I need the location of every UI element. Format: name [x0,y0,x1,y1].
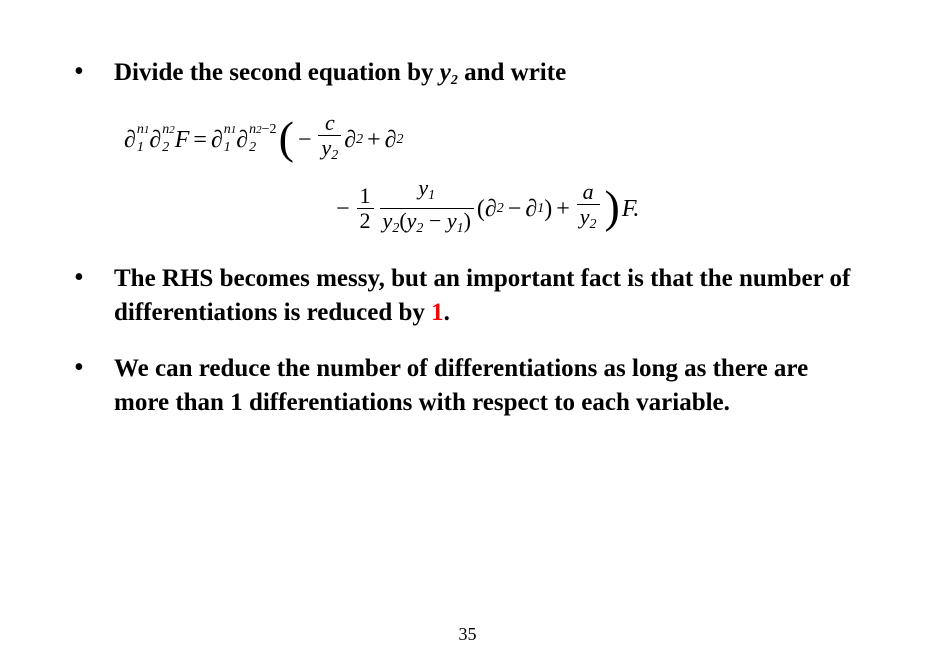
rp-1: ) [544,197,552,221]
frac-half: 1 2 [357,185,374,232]
partial-7: ∂ [485,197,497,221]
eq-row-2: − 1 2 y1 y2(y2 − y1) ( ∂2 [332,177,865,240]
den-y1: y [447,208,457,233]
n1-sup-sub: 1 [144,124,150,136]
ss-1: n1 1 [137,128,150,152]
b1-var-sub: 2 [451,73,458,88]
frac-a-y2: a y2 [577,181,600,236]
num-y1-sub: 1 [428,188,435,203]
minus-2: − [332,197,354,221]
half-num: 1 [357,185,374,207]
partial-8-sub: 1 [537,202,544,216]
ss-4: n2−2 2 [249,128,276,152]
den-rp: ) [464,208,471,233]
num-y1: y [418,175,428,200]
den-y2b: y [407,208,417,233]
partial-7-sub: 2 [497,202,504,216]
b1-lead: Divide the second equation by [114,59,440,86]
ss-2: n2 2 [162,128,175,152]
den-minus: − [423,208,446,233]
partial-2: ∂ [149,128,161,152]
minus-3: − [504,197,526,221]
bullet-2-text: The RHS becomes messy, but an important … [114,262,865,330]
b1-tail: and write [458,59,566,86]
n2-sup-sub: 2 [169,124,175,136]
b2-pre: The RHS becomes messy, but an important … [114,265,850,326]
bullet-2: The RHS becomes messy, but an important … [70,262,865,330]
bullet-3-text: We can reduce the number of differentiat… [114,352,865,420]
big-rparen: ) [603,184,622,230]
b2-highlight: 1 [431,299,444,326]
big-lparen: ( [277,115,296,161]
partial-4: ∂ [236,128,248,152]
b2-post: . [444,299,450,326]
partial-5: ∂ [344,128,356,152]
partial-6-sub: 2 [396,133,403,147]
F-dot: F. [622,197,640,221]
frac-a-num: a [580,181,597,203]
frac-c-num: c [322,112,338,134]
minus-1: − [296,128,316,152]
plus-1: + [363,128,385,152]
equation: ∂ n1 1 ∂ n2 2 F = ∂ n1 [124,112,865,240]
frac-c-y2: c y2 [318,112,341,167]
den-lp: ( [399,208,406,233]
ss-3: n1 1 [224,128,237,152]
n2-sub: 2 [162,142,175,154]
eq-row-1: ∂ n1 1 ∂ n2 2 F = ∂ n1 [124,112,865,167]
partial-3: ∂ [211,128,223,152]
bullet-1: Divide the second equation by y2 and wri… [70,56,865,240]
n1b-sub: 1 [224,142,237,154]
frac-a-den-sub: 2 [590,217,597,232]
equals: = [189,128,211,152]
den-y2: y [383,208,393,233]
plus-2: + [552,197,574,221]
bullet-list: Divide the second equation by y2 and wri… [70,56,865,420]
n1b-sup-sub: 1 [231,124,237,136]
n1b-sup: n [224,122,231,137]
page-number: 35 [0,624,935,645]
n2b-sub: 2 [249,142,276,154]
partial-6: ∂ [385,128,397,152]
half-den: 2 [357,210,374,232]
partial-5-sub: 2 [356,133,363,147]
n1-sup: n [137,122,144,137]
slide-page: Divide the second equation by y2 and wri… [0,0,935,661]
frac-c-den-sub: 2 [331,148,338,163]
n1-sub: 1 [137,142,150,154]
lp-1: ( [477,197,485,221]
bullet-1-text: Divide the second equation by y2 and wri… [114,56,865,98]
b1-var-y: y [440,59,451,86]
F-1: F [175,128,190,152]
den-y1-sub: 1 [457,221,464,236]
frac-a-den-y: y [580,204,590,229]
frac-c-den-y: y [321,135,331,160]
partial-8: ∂ [525,197,537,221]
frac-y1-over: y1 y2(y2 − y1) [380,177,474,240]
bullet-3: We can reduce the number of differentiat… [70,352,865,420]
partial-1: ∂ [124,128,136,152]
